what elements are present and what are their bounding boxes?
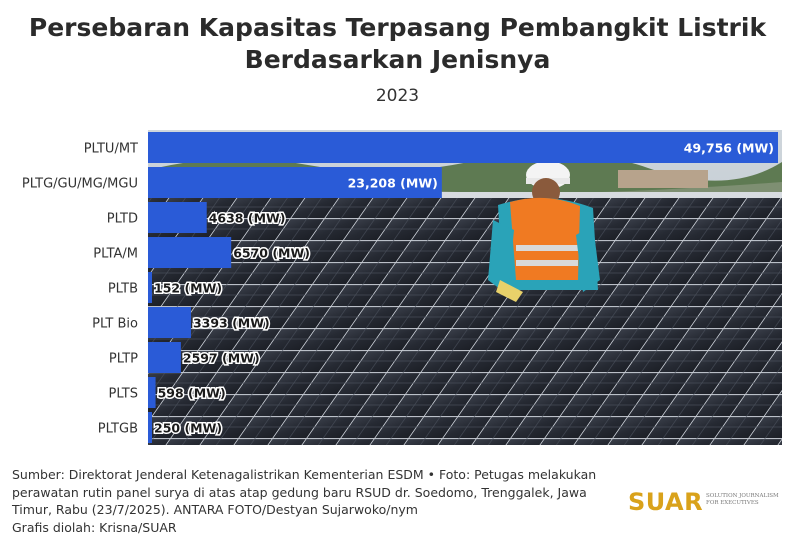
bar-pltg-gu-mg-mgu xyxy=(148,167,442,198)
bars: PLTU/MT 49,756 (MW) PLTG/GU/MG/MGU 23,208 (… xyxy=(22,132,778,443)
category-label: PLTU/MT xyxy=(84,142,138,157)
chart-title-line2: Berdasarkan Jenisnya xyxy=(244,45,551,74)
category-label: PLTD xyxy=(107,212,138,227)
worker-figure xyxy=(488,161,600,302)
value-label: 152 (MW) xyxy=(154,281,222,296)
chart-subtitle: 2023 xyxy=(375,86,420,106)
bar-pltp xyxy=(148,342,181,373)
value-label: 4638 (MW) xyxy=(209,211,286,226)
bar-plt-bio xyxy=(148,307,191,338)
category-label: PLTB xyxy=(108,282,138,297)
chart-title-line1: Persebaran Kapasitas Terpasang Pembangki… xyxy=(28,13,767,42)
value-label: 49,756 (MW) xyxy=(684,141,774,156)
category-label: PLT Bio xyxy=(92,317,138,332)
chart-title: Persebaran Kapasitas Terpasang Pembangki… xyxy=(0,12,795,76)
logo-word: SUAR xyxy=(628,488,704,516)
bar-pltd xyxy=(148,202,207,233)
category-label: PLTGB xyxy=(98,422,138,437)
value-label: 598 (MW) xyxy=(158,386,226,401)
category-label: PLTG/GU/MG/MGU xyxy=(22,177,138,192)
source-note: Sumber: Direktorat Jenderal Ketenagalist… xyxy=(12,466,602,536)
value-label: 3393 (MW) xyxy=(193,316,270,331)
solar-panel-photo xyxy=(148,130,782,445)
category-label: PLTP xyxy=(109,352,138,367)
value-label: 250 (MW) xyxy=(154,421,222,436)
photo-illustration xyxy=(148,130,782,445)
bar-pltu-mt xyxy=(148,132,778,163)
bar-pltb xyxy=(148,272,152,303)
logo-tagline: SOLUTION JOURNALISM FOR EXECUTIVES xyxy=(706,493,779,506)
source-text: Sumber: Direktorat Jenderal Ketenagalist… xyxy=(12,467,597,517)
category-label: PLTA/M xyxy=(93,247,138,262)
bar-pltgb xyxy=(148,412,152,443)
suar-logo: SUAR SOLUTION JOURNALISM FOR EXECUTIVES xyxy=(628,488,779,518)
bar-plts xyxy=(148,377,156,408)
bar-plta-m xyxy=(148,237,232,268)
value-label: 2597 (MW) xyxy=(183,351,260,366)
credit-text: Grafis diolah: Krisna/SUAR xyxy=(12,519,177,535)
value-label: 23,208 (MW) xyxy=(348,176,438,191)
value-label: 6570 (MW) xyxy=(233,246,310,261)
category-label: PLTS xyxy=(109,387,139,402)
